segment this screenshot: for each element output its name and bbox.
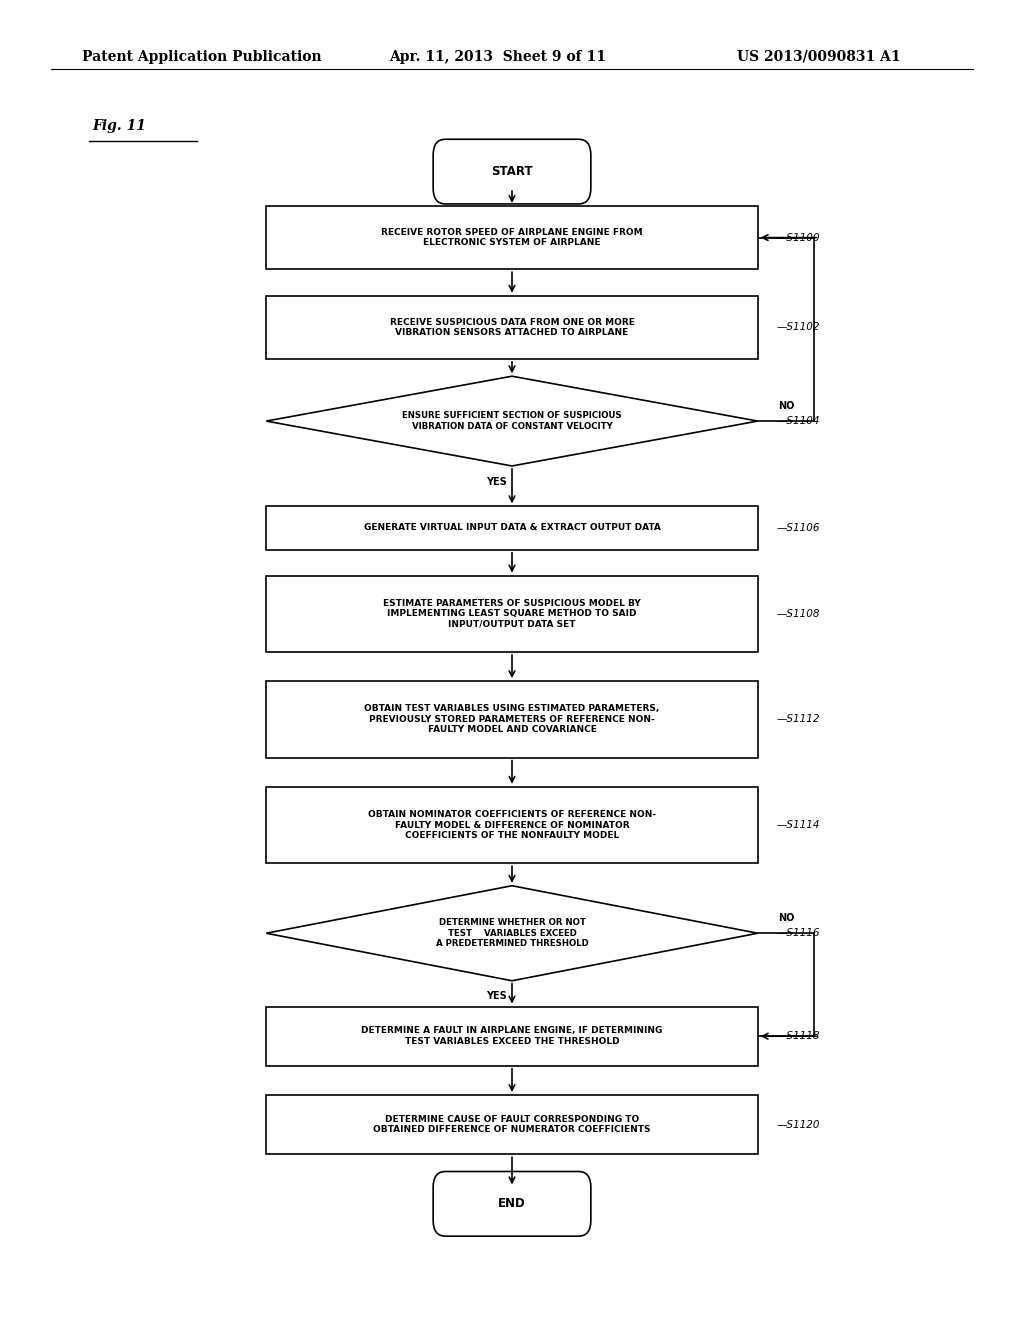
Text: OBTAIN TEST VARIABLES USING ESTIMATED PARAMETERS,
PREVIOUSLY STORED PARAMETERS O: OBTAIN TEST VARIABLES USING ESTIMATED PA… [365,705,659,734]
Text: YES: YES [486,991,507,1002]
Text: END: END [498,1197,526,1210]
FancyBboxPatch shape [433,140,591,205]
Text: —S1116: —S1116 [776,928,819,939]
Text: —S1120: —S1120 [776,1119,819,1130]
Bar [266,296,758,359]
Text: DETERMINE A FAULT IN AIRPLANE ENGINE, IF DETERMINING
TEST VARIABLES EXCEED THE T: DETERMINE A FAULT IN AIRPLANE ENGINE, IF… [361,1027,663,1045]
Text: RECEIVE ROTOR SPEED OF AIRPLANE ENGINE FROM
ELECTRONIC SYSTEM OF AIRPLANE: RECEIVE ROTOR SPEED OF AIRPLANE ENGINE F… [381,228,643,247]
Text: Apr. 11, 2013  Sheet 9 of 11: Apr. 11, 2013 Sheet 9 of 11 [389,50,606,63]
Text: —S1100: —S1100 [776,232,819,243]
Text: —S1102: —S1102 [776,322,819,333]
Text: START: START [492,165,532,178]
Bar [266,1096,758,1154]
Text: Fig. 11: Fig. 11 [92,119,146,133]
Bar [266,681,758,758]
Text: OBTAIN NOMINATOR COEFFICIENTS OF REFERENCE NON-
FAULTY MODEL & DIFFERENCE OF NOM: OBTAIN NOMINATOR COEFFICIENTS OF REFEREN… [368,810,656,840]
Polygon shape [266,376,758,466]
Text: —S1106: —S1106 [776,523,819,533]
Text: ESTIMATE PARAMETERS OF SUSPICIOUS MODEL BY
IMPLEMENTING LEAST SQUARE METHOD TO S: ESTIMATE PARAMETERS OF SUSPICIOUS MODEL … [383,599,641,628]
Bar [266,506,758,549]
Text: DETERMINE WHETHER OR NOT
TEST    VARIABLES EXCEED
A PREDETERMINED THRESHOLD: DETERMINE WHETHER OR NOT TEST VARIABLES … [435,919,589,948]
Polygon shape [266,886,758,981]
Text: NO: NO [778,400,795,411]
Text: US 2013/0090831 A1: US 2013/0090831 A1 [737,50,901,63]
Text: Patent Application Publication: Patent Application Publication [82,50,322,63]
Text: YES: YES [486,477,507,487]
Text: NO: NO [778,912,795,923]
Text: DETERMINE CAUSE OF FAULT CORRESPONDING TO
OBTAINED DIFFERENCE OF NUMERATOR COEFF: DETERMINE CAUSE OF FAULT CORRESPONDING T… [374,1115,650,1134]
Text: —S1108: —S1108 [776,609,819,619]
Bar [266,787,758,863]
Bar [266,206,758,269]
Text: ENSURE SUFFICIENT SECTION OF SUSPICIOUS
VIBRATION DATA OF CONSTANT VELOCITY: ENSURE SUFFICIENT SECTION OF SUSPICIOUS … [402,412,622,430]
Bar [266,576,758,652]
Text: RECEIVE SUSPICIOUS DATA FROM ONE OR MORE
VIBRATION SENSORS ATTACHED TO AIRPLANE: RECEIVE SUSPICIOUS DATA FROM ONE OR MORE… [389,318,635,337]
Text: —S1118: —S1118 [776,1031,819,1041]
Bar [266,1006,758,1067]
Text: —S1114: —S1114 [776,820,819,830]
FancyBboxPatch shape [433,1172,591,1236]
Text: —S1112: —S1112 [776,714,819,725]
Text: —S1104: —S1104 [776,416,819,426]
Text: GENERATE VIRTUAL INPUT DATA & EXTRACT OUTPUT DATA: GENERATE VIRTUAL INPUT DATA & EXTRACT OU… [364,524,660,532]
